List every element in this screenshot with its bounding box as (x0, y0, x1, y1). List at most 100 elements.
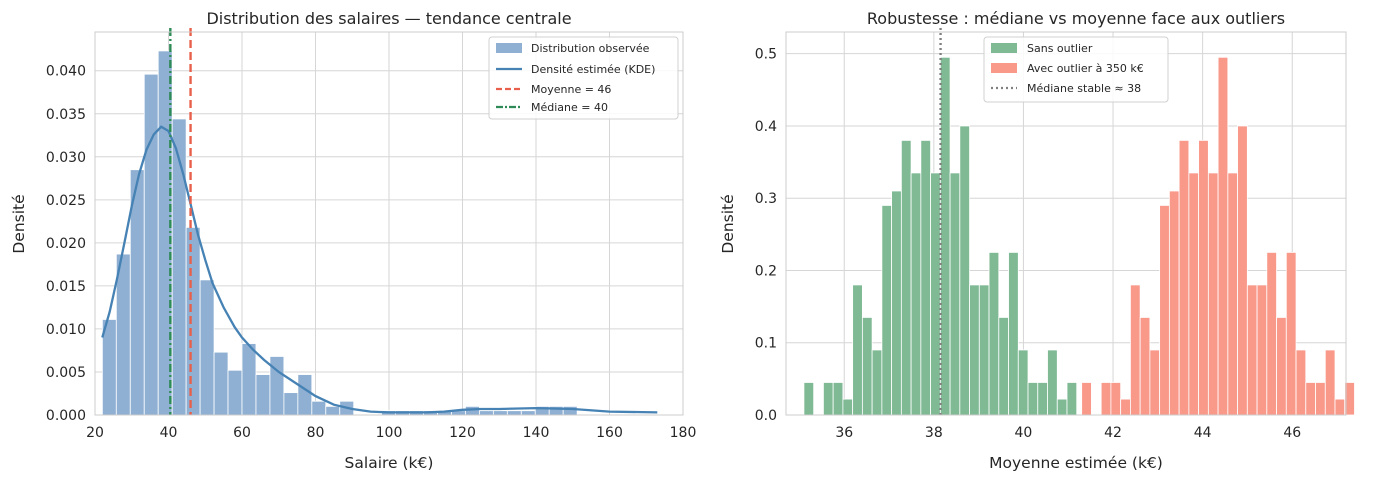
bar-without-outlier (881, 205, 893, 416)
legend-label-with-outlier: Avec outlier à 350 k€ (1027, 62, 1144, 75)
bar-without-outlier (1017, 349, 1029, 416)
legend-label-without-outlier: Sans outlier (1027, 42, 1093, 55)
bar-with-outlier (1178, 139, 1190, 416)
x-axis-label: Salaire (k€) (345, 454, 434, 472)
y-axis-label: Densité (719, 194, 737, 253)
x-tick-label: 20 (86, 425, 104, 441)
histogram-bar (311, 400, 327, 416)
bar-with-outlier (1120, 398, 1131, 416)
bar-with-outlier (1344, 382, 1355, 416)
x-tick-label: 180 (670, 425, 697, 441)
x-tick-label: 40 (1015, 425, 1033, 441)
bar-with-outlier (1130, 284, 1141, 416)
plot-frame (785, 31, 1347, 416)
plot-frame (94, 31, 684, 416)
chart-title: Distribution des salaires — tendance cen… (206, 9, 571, 28)
bar-with-outlier (1100, 382, 1112, 416)
legend-swatch-with-outlier (991, 63, 1017, 73)
bar-without-outlier (1027, 382, 1039, 416)
bar-with-outlier (1159, 205, 1170, 416)
y-tick-label: 0.3 (755, 191, 777, 207)
x-tick-label: 46 (1283, 425, 1301, 441)
histogram-bar (185, 226, 201, 416)
bar-with-outlier (1198, 139, 1209, 416)
histogram-bar (297, 374, 313, 416)
x-tick-label: 120 (449, 425, 476, 441)
bar-with-outlier (1295, 349, 1307, 416)
legend: Sans outlier Avec outlier à 350 k€ Média… (983, 36, 1169, 103)
bar-with-outlier (1227, 172, 1238, 416)
bar-with-outlier (1207, 172, 1219, 416)
x-axis-label: Moyenne estimée (k€) (989, 454, 1163, 472)
bar-without-outlier (823, 382, 834, 416)
x-tick-label: 38 (925, 425, 943, 441)
legend-box (983, 36, 1169, 103)
histogram-bar (479, 410, 494, 416)
bar-with-outlier (1110, 382, 1122, 416)
bar-without-outlier (949, 172, 961, 416)
bar-without-outlier (832, 382, 844, 416)
bar-with-outlier (1168, 190, 1180, 416)
histogram-bar (492, 410, 508, 416)
y-tick-label: 0.010 (46, 322, 86, 338)
bar-without-outlier (988, 252, 1000, 416)
x-tick-label: 160 (596, 425, 623, 441)
y-axis-label: Densité (10, 194, 28, 253)
legend-label-median: Médiane = 40 (531, 101, 608, 114)
bar-with-outlier (1315, 382, 1326, 416)
x-tick-label: 44 (1194, 425, 1212, 441)
x-tick-label: 42 (1104, 425, 1122, 441)
y-tick-label: 0.4 (755, 119, 777, 135)
legend-box (488, 36, 679, 120)
y-tick-label: 0.040 (46, 64, 86, 80)
y-tick-label: 0.035 (46, 107, 86, 123)
chart-title: Robustesse : médiane vs moyenne face aux… (867, 9, 1285, 28)
histogram-bar (325, 405, 341, 416)
bar-with-outlier (1081, 382, 1092, 416)
bar-without-outlier (1037, 382, 1048, 416)
y-tick-label: 0.1 (755, 336, 777, 352)
bar-with-outlier (1246, 284, 1258, 416)
y-tick-label: 0.0 (755, 408, 777, 424)
x-tick-label: 80 (307, 425, 325, 441)
bar-without-outlier (1047, 349, 1058, 416)
bar-without-outlier (871, 349, 883, 416)
bar-without-outlier (842, 398, 854, 416)
y-tick-label: 0.005 (46, 365, 86, 381)
legend: Distribution observée Densité estimée (K… (488, 36, 679, 120)
bar-without-outlier (998, 317, 1009, 416)
x-tick-label: 100 (376, 425, 403, 441)
bar-without-outlier (861, 317, 873, 416)
legend-swatch-without-outlier (991, 43, 1017, 53)
bar-with-outlier (1324, 349, 1336, 416)
bar-without-outlier (1008, 252, 1019, 416)
bar-with-outlier (1188, 172, 1200, 416)
histogram-bar (255, 374, 271, 416)
histogram-bar (506, 410, 522, 416)
bar-with-outlier (1256, 284, 1268, 416)
x-tick-label: 60 (233, 425, 251, 441)
bar-without-outlier (852, 284, 863, 416)
bar-with-outlier (1276, 317, 1287, 416)
bar-with-outlier (1305, 382, 1316, 416)
tick-labels: 36 38 40 42 44 46 0.0 0.1 0.2 0.3 0.4 0.5 (755, 47, 1301, 441)
legend-label-median-stable: Médiane stable ≈ 38 (1027, 82, 1141, 95)
bar-without-outlier (969, 284, 980, 416)
x-tick-label: 140 (523, 425, 550, 441)
y-tick-label: 0.030 (46, 150, 86, 166)
legend-label-kde: Densité estimée (KDE) (531, 63, 655, 76)
bar-without-outlier (978, 284, 990, 416)
histogram-bar (227, 369, 243, 416)
histogram-bar (143, 73, 159, 416)
bar-with-outlier (1149, 349, 1161, 416)
y-tick-label: 0.000 (46, 408, 86, 424)
legend-label-mean: Moyenne = 46 (531, 83, 611, 96)
chart-salary-distribution: Distribution des salaires — tendance cen… (10, 9, 696, 472)
y-tick-label: 0.025 (46, 193, 86, 209)
bar-without-outlier (803, 382, 815, 416)
histogram-bars (803, 56, 1355, 416)
bar-without-outlier (900, 139, 912, 416)
histogram-bar (520, 410, 536, 416)
legend-swatch-histogram (496, 43, 522, 53)
histogram-bar (115, 253, 131, 416)
